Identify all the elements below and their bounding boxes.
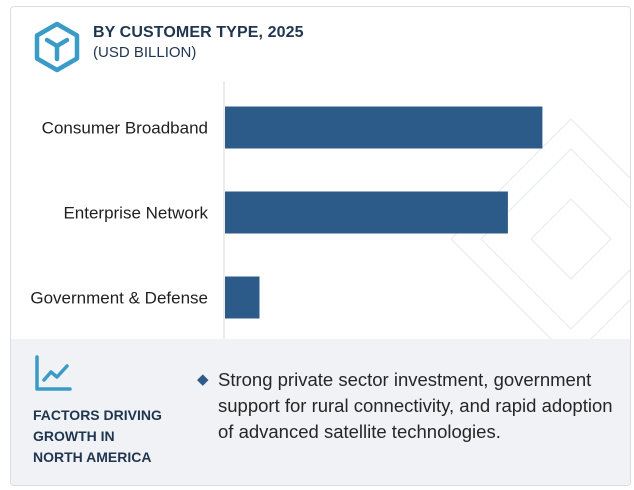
cube-logo-icon (34, 21, 80, 73)
bar-consumer-broadband (225, 106, 543, 149)
chart-title: BY CUSTOMER TYPE, 2025 (93, 24, 304, 41)
trend-line-icon (35, 355, 72, 391)
factors-heading-line: FACTORS DRIVING (33, 407, 162, 423)
factors-heading-line: GROWTH IN (33, 428, 115, 444)
factors-heading: FACTORS DRIVING GROWTH IN NORTH AMERICA (33, 405, 193, 468)
category-label: Consumer Broadband (42, 119, 208, 138)
diamond-bullet-icon: ◆ (197, 371, 209, 388)
factors-panel: FACTORS DRIVING GROWTH IN NORTH AMERICA … (11, 339, 630, 485)
bar-enterprise-network (225, 191, 508, 234)
factors-heading-line: NORTH AMERICA (33, 449, 152, 465)
category-label: Government & Defense (30, 289, 208, 308)
bar-government-defense (225, 276, 260, 319)
category-label: Enterprise Network (63, 204, 208, 223)
chart-subtitle: (USD BILLION) (93, 44, 197, 61)
factors-description: Strong private sector investment, govern… (218, 369, 613, 442)
bar-chart: Consumer Broadband Enterprise Network Gove… (30, 81, 543, 339)
chart-card: BY CUSTOMER TYPE, 2025 (USD BILLION) Con… (10, 6, 631, 486)
